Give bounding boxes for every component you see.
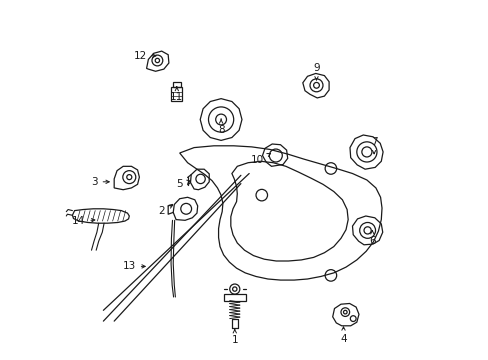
Text: 9: 9	[312, 63, 319, 80]
Text: 4: 4	[340, 327, 346, 344]
Text: 7: 7	[370, 137, 377, 154]
Text: 2: 2	[158, 205, 172, 216]
Text: 5: 5	[176, 179, 190, 189]
Text: 13: 13	[122, 261, 145, 271]
Text: 10: 10	[251, 153, 270, 165]
Text: 3: 3	[91, 177, 109, 187]
Text: 1: 1	[231, 329, 238, 345]
Text: 6: 6	[368, 230, 375, 246]
Text: 12: 12	[133, 51, 156, 61]
Text: 14: 14	[72, 216, 95, 226]
Text: 11: 11	[170, 87, 183, 102]
Text: 8: 8	[217, 119, 224, 135]
